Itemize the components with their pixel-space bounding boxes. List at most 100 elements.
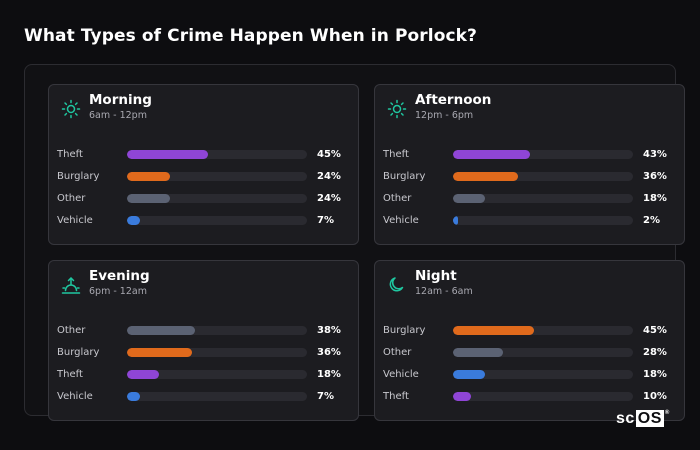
crime-label: Vehicle xyxy=(57,215,93,226)
crime-row: Burglary 36% xyxy=(57,345,357,367)
crime-row: Other 18% xyxy=(383,191,683,213)
crime-value: 24% xyxy=(317,193,341,204)
sun-icon xyxy=(387,99,407,119)
crime-row: Theft 10% xyxy=(383,389,683,411)
bar-track xyxy=(127,370,307,379)
bar-track xyxy=(127,150,307,159)
crime-value: 28% xyxy=(643,347,667,358)
card-subtitle: 12am - 6am xyxy=(415,286,473,297)
crime-value: 7% xyxy=(317,215,334,226)
crime-label: Other xyxy=(383,193,412,204)
brand-boxed: OS xyxy=(635,410,664,427)
crime-row: Theft 18% xyxy=(57,367,357,389)
bar-fill xyxy=(453,348,504,357)
card-title: Evening xyxy=(89,268,150,284)
crime-label: Burglary xyxy=(57,347,100,358)
bar-track xyxy=(127,348,307,357)
crime-label: Other xyxy=(57,325,86,336)
bar-fill xyxy=(453,326,534,335)
crime-value: 38% xyxy=(317,325,341,336)
crime-rows: Theft 43% Burglary 36% Other 18% Vehicle… xyxy=(383,147,683,235)
page-title: What Types of Crime Happen When in Porlo… xyxy=(24,26,478,46)
brand-logo: sc OS ® xyxy=(616,410,670,428)
crime-row: Theft 43% xyxy=(383,147,683,169)
crime-label: Burglary xyxy=(57,171,100,182)
crime-value: 18% xyxy=(317,369,341,380)
bar-track xyxy=(453,216,633,225)
crime-value: 2% xyxy=(643,215,660,226)
crime-row: Theft 45% xyxy=(57,147,357,169)
crime-label: Vehicle xyxy=(57,391,93,402)
bar-fill xyxy=(127,370,160,379)
bar-track xyxy=(453,194,633,203)
crime-value: 45% xyxy=(317,149,341,160)
bar-track xyxy=(127,216,307,225)
bar-track xyxy=(127,194,307,203)
crime-label: Burglary xyxy=(383,171,426,182)
card-afternoon: Afternoon 12pm - 6pm Theft 43% Burglary … xyxy=(374,84,685,245)
crime-value: 10% xyxy=(643,391,667,402)
crime-label: Theft xyxy=(383,149,409,160)
crime-value: 45% xyxy=(643,325,667,336)
card-subtitle: 6pm - 12am xyxy=(89,286,147,297)
bar-track xyxy=(127,172,307,181)
bar-track xyxy=(453,172,633,181)
bar-fill xyxy=(453,216,458,225)
crime-row: Vehicle 2% xyxy=(383,213,683,235)
crime-row: Other 28% xyxy=(383,345,683,367)
bar-track xyxy=(453,370,633,379)
sun-icon xyxy=(61,99,81,119)
sunset-icon xyxy=(61,275,81,295)
card-subtitle: 12pm - 6pm xyxy=(415,110,474,121)
crime-value: 7% xyxy=(317,391,334,402)
crime-value: 18% xyxy=(643,369,667,380)
crime-value: 18% xyxy=(643,193,667,204)
card-night: Night 12am - 6am Burglary 45% Other 28% … xyxy=(374,260,685,421)
crime-label: Theft xyxy=(383,391,409,402)
crime-row: Burglary 36% xyxy=(383,169,683,191)
crime-row: Other 24% xyxy=(57,191,357,213)
bar-fill xyxy=(127,194,171,203)
bar-fill xyxy=(453,392,471,401)
bar-track xyxy=(453,392,633,401)
bar-fill xyxy=(127,326,196,335)
bar-track xyxy=(453,326,633,335)
crime-value: 36% xyxy=(317,347,341,358)
moon-icon xyxy=(387,275,407,295)
bar-fill xyxy=(127,172,171,181)
card-title: Night xyxy=(415,268,457,284)
bar-fill xyxy=(127,150,208,159)
card-evening: Evening 6pm - 12am Other 38% Burglary 36… xyxy=(48,260,359,421)
bar-fill xyxy=(453,194,486,203)
crime-rows: Other 38% Burglary 36% Theft 18% Vehicle… xyxy=(57,323,357,411)
brand-mark: ® xyxy=(664,410,670,416)
crime-label: Theft xyxy=(57,149,83,160)
crime-row: Vehicle 7% xyxy=(57,213,357,235)
crime-row: Burglary 24% xyxy=(57,169,357,191)
card-morning: Morning 6am - 12pm Theft 45% Burglary 24… xyxy=(48,84,359,245)
crime-row: Other 38% xyxy=(57,323,357,345)
crime-value: 43% xyxy=(643,149,667,160)
crime-label: Theft xyxy=(57,369,83,380)
crime-label: Vehicle xyxy=(383,369,419,380)
crime-row: Burglary 45% xyxy=(383,323,683,345)
card-title: Afternoon xyxy=(415,92,492,108)
crime-label: Vehicle xyxy=(383,215,419,226)
crime-value: 36% xyxy=(643,171,667,182)
bar-fill xyxy=(127,216,140,225)
crime-label: Other xyxy=(383,347,412,358)
crime-label: Other xyxy=(57,193,86,204)
card-subtitle: 6am - 12pm xyxy=(89,110,147,121)
crime-row: Vehicle 18% xyxy=(383,367,683,389)
crime-value: 24% xyxy=(317,171,341,182)
crime-rows: Burglary 45% Other 28% Vehicle 18% Theft… xyxy=(383,323,683,411)
brand-prefix: sc xyxy=(616,410,635,427)
bar-fill xyxy=(453,172,518,181)
crime-label: Burglary xyxy=(383,325,426,336)
crime-row: Vehicle 7% xyxy=(57,389,357,411)
bar-track xyxy=(453,150,633,159)
bar-fill xyxy=(127,392,140,401)
bar-track xyxy=(127,326,307,335)
bar-fill xyxy=(127,348,192,357)
